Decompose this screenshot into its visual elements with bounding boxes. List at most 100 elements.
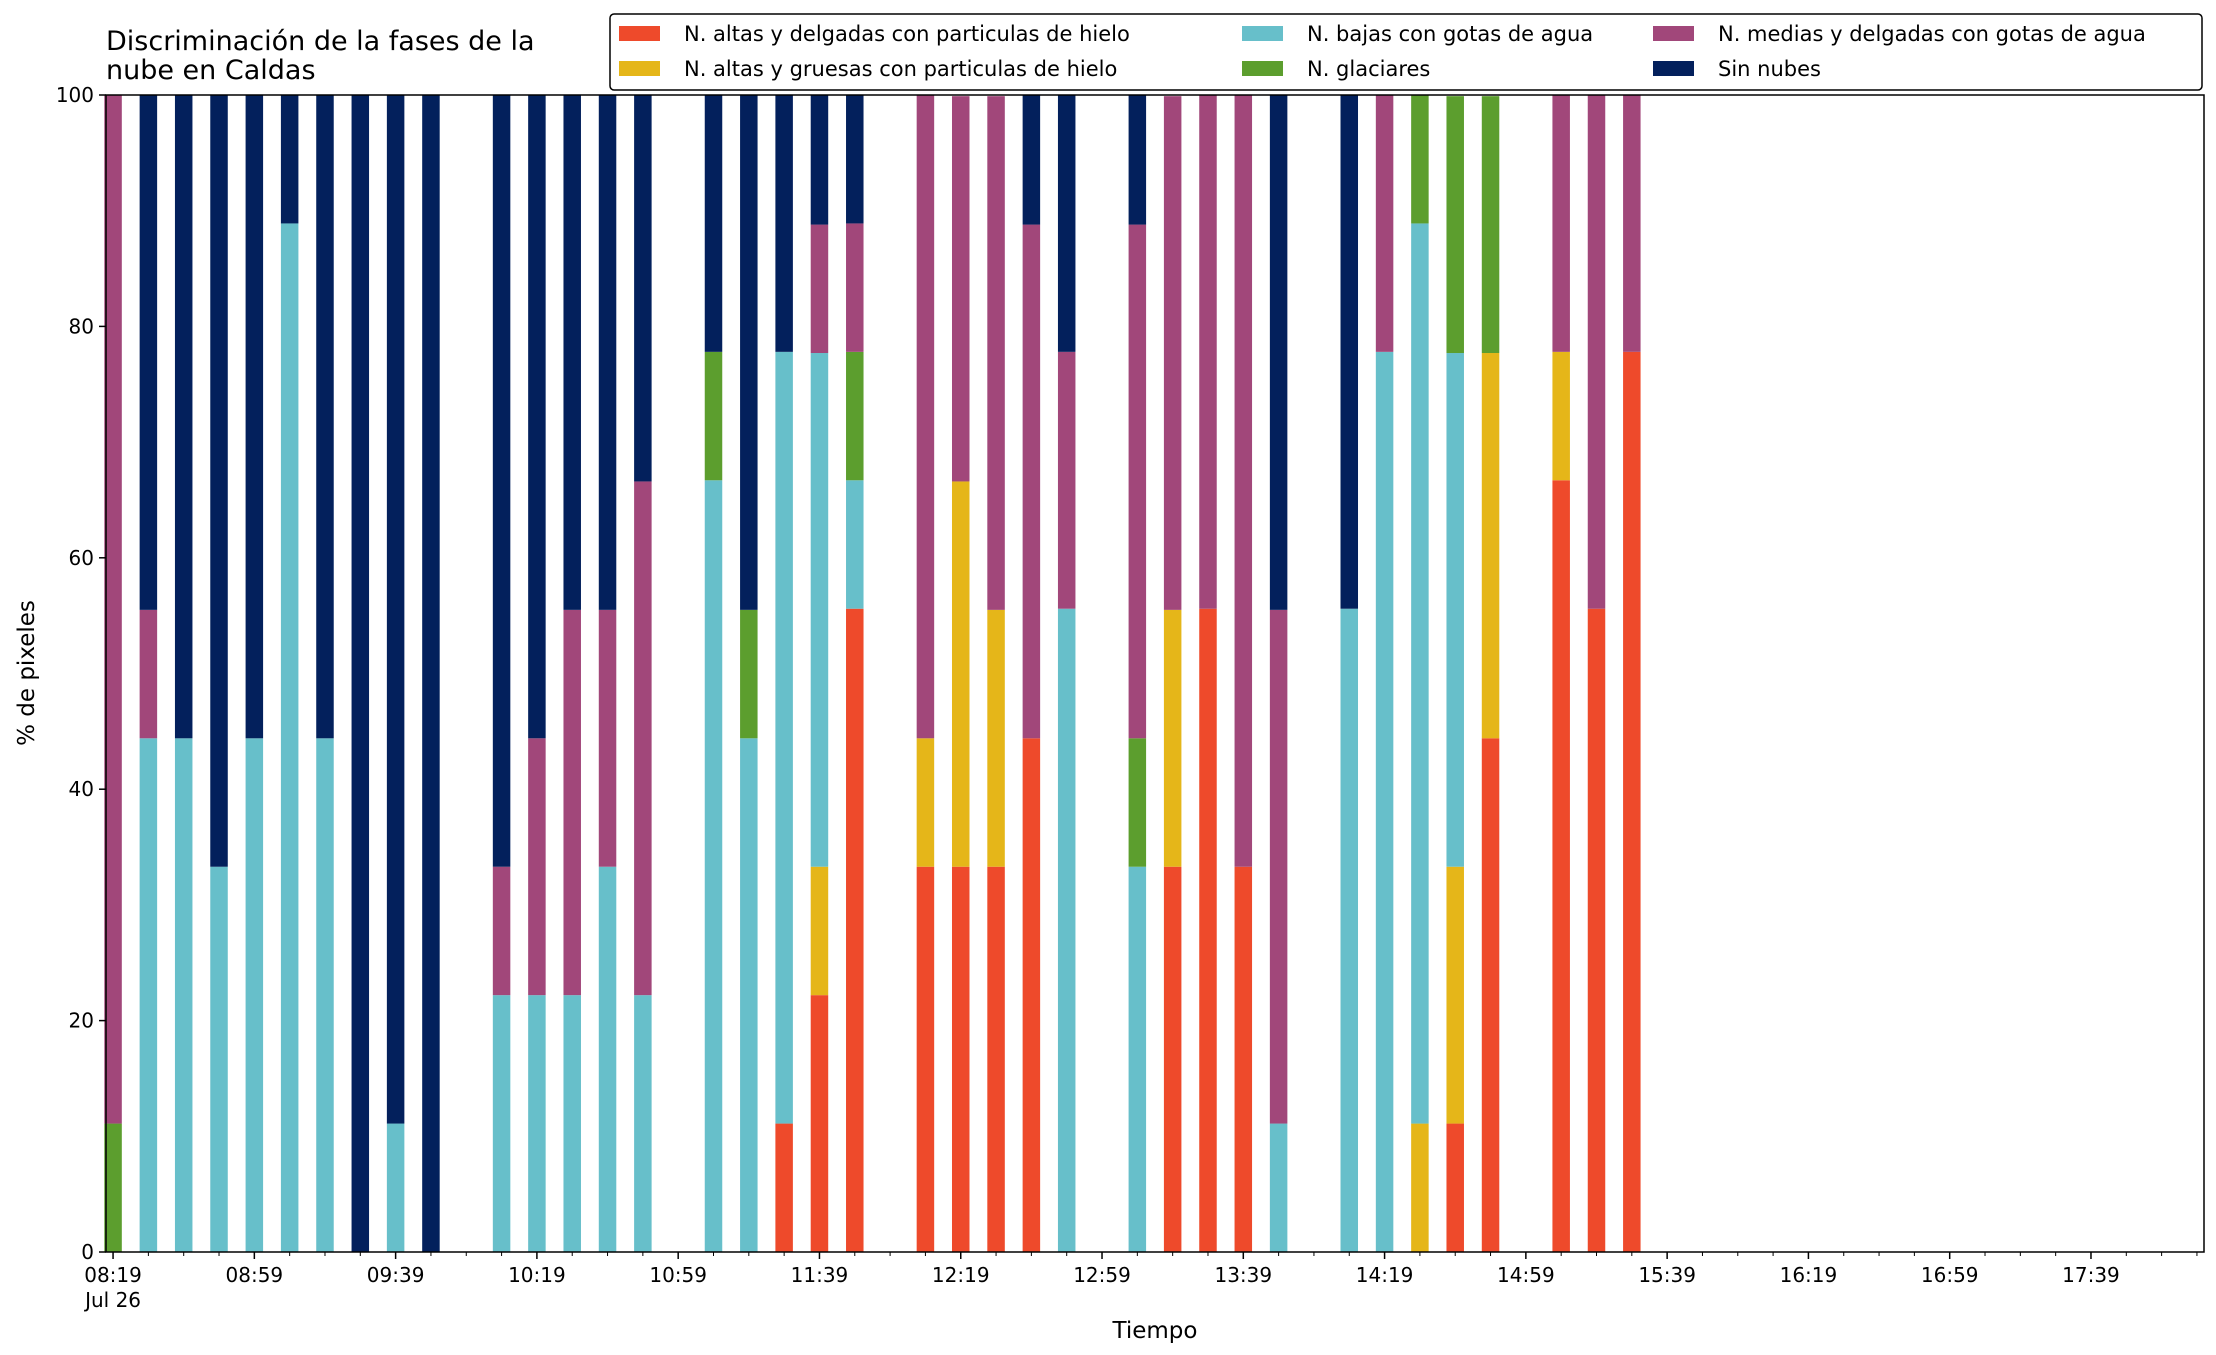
x-tick-label: 12:19 [932,1263,990,1287]
bar-segment-5 [351,95,370,1252]
bar-segment-4 [1234,95,1253,867]
bar-segment-2 [634,995,652,1252]
bar-segment-4 [104,95,122,1124]
bar-segment-2 [1375,351,1394,1253]
legend-frame [609,13,2203,91]
bar-segment-0 [951,866,970,1252]
x-tick-label: 16:19 [1780,1263,1838,1287]
bar-segment-5 [563,95,581,610]
x-tick-label: 16:59 [1921,1263,1979,1287]
bar-segment-0 [916,866,935,1252]
bar-segment-1 [1481,353,1500,739]
bar-segment-2 [492,995,511,1252]
bar-segment-0 [775,1123,793,1252]
y-tick-label: 100 [56,83,94,107]
bar-segment-4 [1022,224,1041,739]
legend-swatch [1242,26,1283,41]
bar-segment-4 [528,738,546,996]
bar-segment-0 [1199,608,1217,1252]
bar-segment-0 [1163,866,1182,1252]
bar-segment-1 [1163,609,1182,867]
bar-segment-1 [1411,1123,1429,1252]
bar-segment-1 [810,866,829,996]
x-tick-date: Jul 26 [83,1288,141,1312]
bar-segment-4 [1552,95,1570,352]
bar-segment-3 [1411,95,1429,224]
bar-segment-3 [846,351,864,481]
bar-segment-5 [740,95,758,610]
bar-segment-2 [210,866,228,1252]
legend: N. altas y delgadas con particulas de hi… [609,13,2203,91]
bar-segment-2 [280,223,299,1253]
bar-segment-5 [245,95,264,739]
bar-segment-5 [1022,95,1041,225]
bar-segment-0 [810,995,829,1252]
x-tick-label: 12:59 [1073,1263,1131,1287]
bar-segment-4 [1623,95,1641,352]
legend-label: N. glaciares [1307,57,1430,81]
bar-segment-2 [810,353,829,867]
legend-label: N. bajas con gotas de agua [1307,22,1593,46]
bar-segment-0 [846,608,864,1252]
bar-segment-4 [634,481,652,996]
legend-swatch [1653,26,1694,41]
bar-segment-2 [139,738,158,1252]
y-tick-label: 40 [69,777,94,801]
bar-segment-2 [316,738,334,1252]
legend-swatch [1242,61,1283,76]
bar-segment-3 [1481,96,1500,354]
bar-segment-5 [704,95,723,352]
x-tick-label: 11:39 [791,1263,849,1287]
bar-segment-4 [1587,95,1606,609]
bar-segment-5 [174,95,193,739]
bar-segment-5 [528,95,546,739]
y-tick-label: 80 [69,314,94,338]
bar-segment-5 [1057,95,1076,352]
bar-segment-2 [563,995,581,1252]
bar-segment-5 [598,95,617,610]
bar-segment-3 [1128,738,1147,867]
bar-segment-4 [1128,224,1147,739]
bar-segment-2 [1269,1123,1288,1252]
bar-segment-2 [386,1123,405,1252]
bar-segment-5 [386,95,405,1124]
bar-segment-4 [810,224,829,354]
bar-segment-4 [563,609,581,996]
bar-segment-2 [775,351,793,1124]
bar-segment-5 [210,95,228,867]
bar-segment-3 [104,1123,122,1252]
plot-frame [105,94,2205,1253]
bar-segment-0 [1623,351,1641,1253]
bar-segment-2 [528,995,546,1252]
bar-segment-2 [1128,866,1147,1252]
y-axis-label: % de pixeles [14,600,40,746]
bar-segment-5 [634,95,652,482]
bar-segment-3 [704,351,723,481]
bar-segment-5 [280,95,299,224]
bar-segment-4 [951,96,970,482]
bar-segment-5 [810,95,829,225]
bar-segment-5 [846,95,864,224]
bar-segment-2 [740,738,758,1252]
bar-segment-0 [1587,608,1606,1252]
bar-segment-4 [139,609,158,739]
bar-segment-2 [245,738,264,1252]
bar-segment-5 [1340,95,1359,609]
bar-segment-0 [1552,480,1570,1252]
bar-segment-2 [1411,223,1429,1124]
bar-segment-4 [1269,609,1288,1124]
x-tick-label: 08:19 [84,1263,142,1287]
x-axis-label: Tiempo [1112,1318,1198,1344]
bar-segment-1 [987,609,1005,867]
x-tick-label: 08:59 [226,1263,284,1287]
bar-segment-2 [1057,608,1076,1252]
legend-swatch [619,26,660,41]
bar-segment-0 [1022,738,1041,1252]
x-tick-label: 15:39 [1638,1263,1696,1287]
legend-label: N. altas y gruesas con particulas de hie… [684,57,1117,81]
chart-title: Discriminación de la fases de la nube en … [106,26,535,86]
bar-segment-3 [740,609,758,739]
legend-label: Sin nubes [1718,57,1821,81]
